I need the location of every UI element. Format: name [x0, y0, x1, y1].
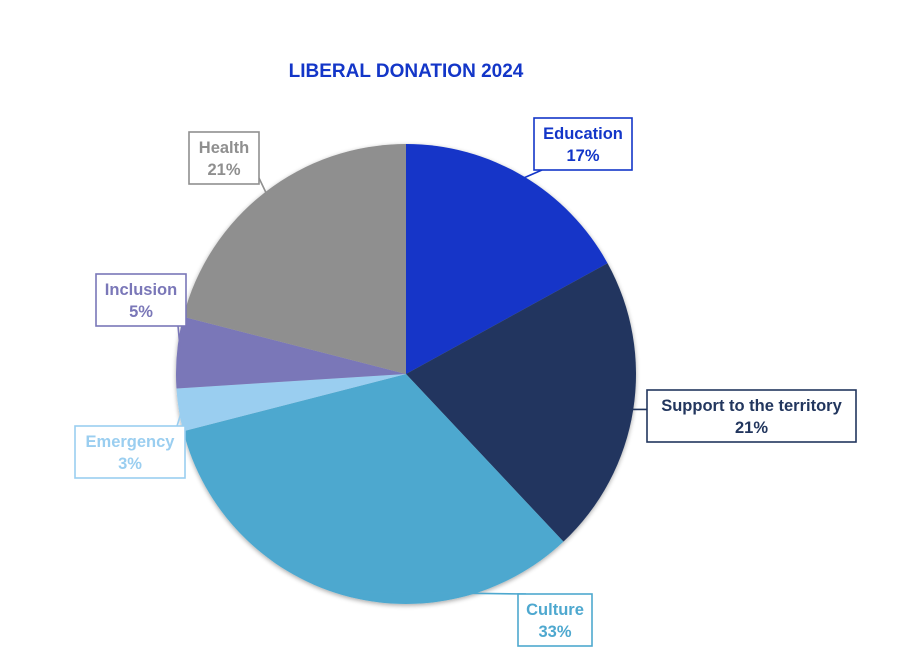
pie-slice-culture — [183, 374, 564, 604]
callout-box — [533, 117, 633, 171]
callout-leader-line — [176, 409, 183, 427]
callout-box — [646, 389, 857, 443]
pie-slice-inclusion — [175, 316, 406, 389]
slice-label: Emergency — [86, 433, 176, 451]
callout-support-to-the-territory: Support to the territory 21% — [629, 389, 857, 443]
pie-slice-health — [183, 144, 406, 374]
slice-value-label: 33% — [538, 623, 571, 641]
callout-inclusion: Inclusion 5% — [95, 273, 187, 353]
pie-slices — [175, 144, 636, 604]
callout-education: Education 17% — [520, 117, 633, 180]
slice-label: Health — [199, 139, 249, 157]
pie-slice-emergency — [176, 374, 406, 432]
callout-leader-line — [520, 169, 543, 180]
slice-value-label: 21% — [207, 161, 240, 179]
callout-emergency: Emergency 3% — [74, 409, 186, 479]
slice-label: Inclusion — [105, 281, 177, 299]
pie-callouts: Education 17% Support to the territory 21% C… — [74, 117, 857, 647]
callout-leader-line — [342, 590, 527, 595]
pie-slice-education — [406, 144, 608, 374]
callout-culture: Culture 33% — [342, 590, 593, 647]
slice-label: Support to the territory — [661, 397, 842, 415]
pie-slice-support-to-the-territory — [406, 263, 636, 542]
callout-box — [188, 131, 260, 185]
slice-value-label: 17% — [566, 147, 599, 165]
callout-box — [517, 593, 593, 647]
slice-value-label: 5% — [129, 303, 153, 321]
callout-health: Health 21% — [188, 131, 268, 196]
chart-title: LIBERAL DONATION 2024 — [289, 61, 524, 82]
slice-value-label: 21% — [735, 419, 768, 437]
callout-leader-line — [258, 177, 268, 196]
callout-box — [95, 273, 187, 327]
slice-label: Education — [543, 125, 623, 143]
callout-leader-line — [177, 325, 182, 353]
callout-box — [74, 425, 186, 479]
slice-value-label: 3% — [118, 455, 142, 473]
slice-label: Culture — [526, 601, 584, 619]
